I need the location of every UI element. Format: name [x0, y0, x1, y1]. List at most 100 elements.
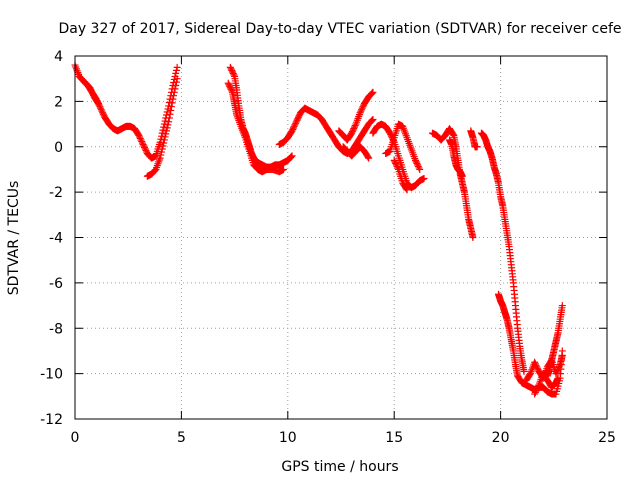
- data-point: [390, 156, 398, 164]
- data-point: [392, 161, 400, 169]
- y-tick-label: -4: [49, 231, 63, 247]
- data-point: [172, 66, 180, 74]
- data-point: [356, 109, 364, 117]
- data-point: [369, 116, 377, 124]
- data-point: [392, 159, 400, 167]
- data-point: [349, 126, 357, 134]
- y-tick-label: 2: [54, 94, 63, 110]
- data-point: [289, 125, 297, 133]
- data-point: [158, 145, 166, 153]
- x-tick-label: 0: [71, 430, 80, 446]
- data-point: [357, 107, 365, 115]
- data-point: [294, 113, 302, 121]
- data-point: [520, 367, 528, 375]
- data-point: [364, 153, 372, 161]
- data-point: [99, 110, 107, 118]
- x-tick-label: 20: [492, 430, 510, 446]
- data-point: [531, 390, 539, 398]
- data-point: [348, 129, 356, 137]
- x-tick-label: 15: [385, 430, 403, 446]
- data-point: [226, 84, 234, 92]
- data-point: [368, 117, 376, 125]
- grid-lines: [75, 56, 607, 419]
- data-point: [227, 85, 235, 93]
- data-point: [295, 112, 303, 120]
- data-point: [173, 75, 181, 83]
- x-tick-labels: 0 5 10 15 20 25: [71, 430, 616, 446]
- data-point: [171, 85, 179, 93]
- data-point: [420, 175, 428, 183]
- data-point: [449, 130, 457, 138]
- data-point: [287, 153, 295, 161]
- data-point: [163, 127, 171, 135]
- data-point: [227, 65, 235, 73]
- data-point: [156, 138, 164, 146]
- data-point: [160, 120, 168, 128]
- data-point: [97, 106, 105, 114]
- data-point: [224, 79, 232, 87]
- data-point: [158, 132, 166, 140]
- data-point: [226, 82, 234, 90]
- data-point: [416, 165, 424, 173]
- data-point: [358, 106, 366, 114]
- data-point: [469, 234, 477, 241]
- data-point: [280, 165, 288, 173]
- data-point: [169, 95, 177, 103]
- data-point: [226, 63, 234, 71]
- data-point: [165, 118, 173, 126]
- data-point: [533, 386, 541, 394]
- data-point: [368, 90, 376, 98]
- data-point: [534, 382, 542, 390]
- data-point: [532, 361, 540, 369]
- data-point: [402, 185, 410, 193]
- data-point: [172, 81, 180, 89]
- data-point: [160, 139, 168, 147]
- data-point: [403, 186, 411, 194]
- data-point: [413, 159, 421, 167]
- data-point: [292, 118, 300, 126]
- data-point: [172, 69, 180, 77]
- data-point: [161, 117, 169, 125]
- data-point: [414, 161, 422, 169]
- data-point: [141, 145, 149, 153]
- y-axis-label: SDTVAR / TECUs: [6, 181, 22, 296]
- data-point: [225, 81, 233, 89]
- data-point: [170, 88, 178, 96]
- data-point: [415, 164, 423, 172]
- data-point: [159, 142, 167, 150]
- data-point: [289, 124, 297, 132]
- data-point: [87, 87, 95, 95]
- data-point: [294, 115, 302, 123]
- data-point: [167, 103, 175, 111]
- data-point: [166, 110, 174, 118]
- data-point: [288, 152, 296, 160]
- data-point: [531, 358, 539, 366]
- data-point: [351, 122, 359, 130]
- x-axis-label: GPS time / hours: [281, 459, 398, 475]
- x-tick-label: 10: [279, 430, 297, 446]
- data-point: [359, 103, 367, 111]
- data-point: [88, 88, 96, 96]
- data-point: [135, 131, 143, 139]
- data-point: [99, 109, 107, 117]
- data-point: [230, 71, 238, 79]
- data-point: [554, 374, 562, 382]
- data-point: [94, 100, 102, 108]
- data-point: [350, 123, 358, 131]
- data-point: [458, 172, 466, 180]
- data-point: [96, 103, 104, 111]
- data-point: [348, 128, 356, 136]
- data-point: [97, 104, 105, 112]
- y-tick-label: -8: [49, 321, 63, 337]
- x-tick-label: 5: [177, 430, 186, 446]
- data-point: [358, 104, 366, 112]
- data-point: [140, 142, 148, 150]
- data-point: [291, 121, 299, 129]
- data-point: [391, 158, 399, 166]
- data-point: [350, 125, 358, 133]
- data-point: [387, 131, 395, 139]
- data-point: [558, 302, 566, 310]
- data-point: [555, 364, 563, 372]
- y-tick-label: -10: [40, 367, 63, 383]
- data-point: [168, 99, 176, 107]
